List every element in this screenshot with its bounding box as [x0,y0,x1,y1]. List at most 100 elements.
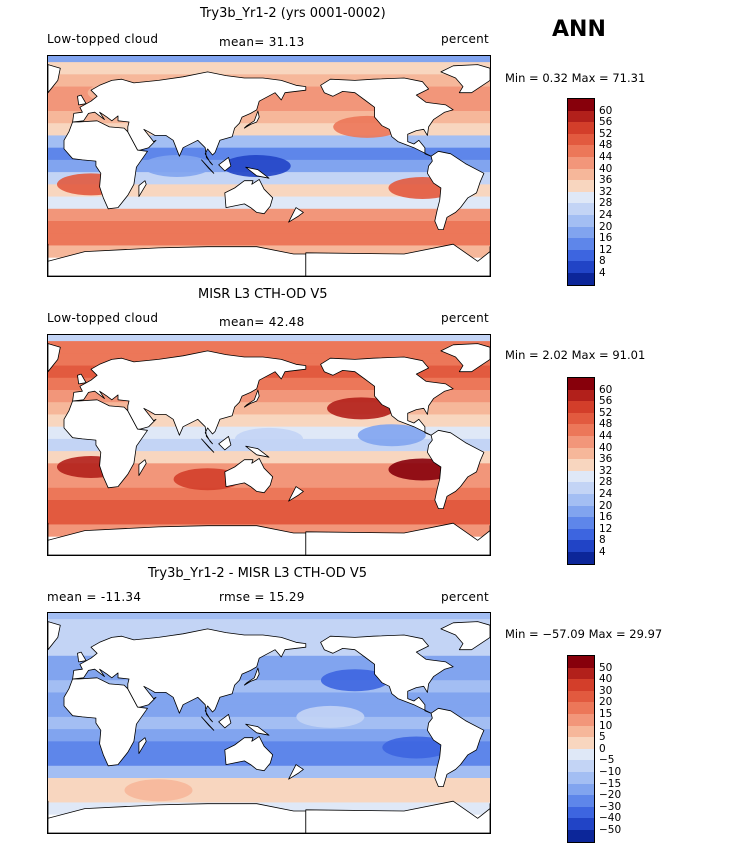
colorbar-swatch [568,482,594,495]
land-mass-8 [138,459,147,476]
land-mass-9 [244,389,260,408]
lat-band-s60 [48,233,490,246]
panel1-left-label: Low-topped cloud [47,32,159,46]
colorbar-tick-label: 48 [599,139,613,152]
land-mass-6 [48,343,61,373]
land-mass-4 [72,350,307,445]
panel1-minmax: Min = 0.32 Max = 71.31 [505,71,646,85]
season-label: ANN [552,17,606,42]
colorbar-swatch [568,818,594,831]
land-mass-11 [201,716,215,731]
colorbar-tick-label: 4 [599,267,606,279]
colorbar-swatch [568,447,594,460]
lat-band-n80 [48,62,490,75]
lat-band-s20 [48,463,490,477]
anomaly-region-4 [222,155,291,177]
colorbar-tick-label: 52 [599,127,613,140]
land-mass-14 [288,764,304,780]
land-mass-4 [72,71,307,166]
colorbar-swatch [568,203,594,216]
lat-band-s60 [48,512,490,525]
colorbar-swatch [568,667,594,680]
colorbar-tick-label: −40 [599,812,622,825]
land-mass-10 [77,373,87,385]
colorbar-swatch [568,494,594,507]
colorbar-swatch [568,806,594,819]
colorbar-swatch [568,122,594,135]
colorbar-swatch [568,470,594,483]
lat-band-s20 [48,184,490,198]
colorbar-tick-label: 5 [599,731,606,744]
colorbar-swatch [568,702,594,715]
land-mass-3 [63,120,148,210]
colorbar-tick-label: 32 [599,185,613,198]
lat-band-n80 [48,341,490,354]
panel3-map [47,612,491,834]
colorbar-tick-label: 28 [599,197,613,210]
colorbar-tick-label: 30 [599,684,613,697]
lat-band-s40 [48,765,490,779]
colorbar-tick-label: 28 [599,476,613,489]
land-mass-12 [218,157,232,172]
colorbar-tick-label: 44 [599,430,613,442]
anomaly-region-1 [320,669,389,692]
land-mass-1 [320,634,454,714]
colorbar-swatch [568,679,594,692]
land-mass-4 [72,628,307,723]
colorbar-tick-label: 10 [599,719,613,732]
colorbar-tick-label: 24 [599,488,613,500]
colorbar-tick-label: −10 [599,766,622,778]
land-mass-12 [218,436,232,451]
colorbar-tick-label: 60 [599,383,613,396]
colorbar-swatch [568,238,594,251]
land-mass-7-b [305,243,490,276]
anomaly-region-2 [382,736,451,759]
panel2-map [47,334,491,556]
colorbar-swatch [568,133,594,146]
land-mass-8 [138,180,147,197]
land-mass-10 [77,94,87,106]
colorbar-swatch [568,145,594,158]
panel3-units: percent [441,590,490,604]
colorbar-tick-label: −50 [599,824,622,836]
land-mass-2 [427,429,485,509]
land-mass-1 [320,356,454,436]
colorbar-tick-label: −20 [599,789,622,802]
lat-band-n20 [48,692,490,706]
colorbar-swatch [568,528,594,541]
colorbar-swatch [568,215,594,228]
land-mass-12 [218,714,232,729]
panel1-map [47,55,491,277]
land-mass-9 [244,110,260,129]
colorbar-swatch [568,552,594,565]
colorbar-tick-label: 36 [599,174,613,187]
anomaly-region-1 [327,397,396,420]
colorbar-tick-label: 50 [599,661,613,674]
lat-band-s50 [48,778,490,791]
lat-band-n0 [48,716,490,730]
colorbar-frame [567,98,595,286]
land-mass-13 [245,445,270,458]
lat-band-s40 [48,487,490,501]
colorbar-tick-label: 44 [599,151,613,163]
lat-band-s50 [48,500,490,513]
colorbar-tick-label: 48 [599,418,613,431]
colorbar-swatch [568,249,594,262]
colorbar-tick-label: 20 [599,499,613,512]
panel1-mean: mean= 31.13 [219,35,305,49]
land-mass-2 [427,150,485,230]
panel3-title: Try3b_Yr1-2 - MISR L3 CTH-OD V5 [148,566,368,581]
colorbar-tick-label: 52 [599,406,613,419]
colorbar-swatch [568,436,594,449]
panel2-mean: mean= 42.48 [219,315,305,329]
colorbar-swatch [568,412,594,425]
colorbar-swatch [568,656,594,669]
panel2-title: MISR L3 CTH-OD V5 [198,287,328,302]
land-mass-7 [48,243,307,276]
colorbar-tick-label: 4 [599,546,606,558]
lat-band-n20 [48,414,490,428]
lat-band-s60 [48,790,490,803]
colorbar-swatch [568,760,594,773]
lat-band-s40 [48,208,490,222]
colorbar-swatch [568,725,594,738]
